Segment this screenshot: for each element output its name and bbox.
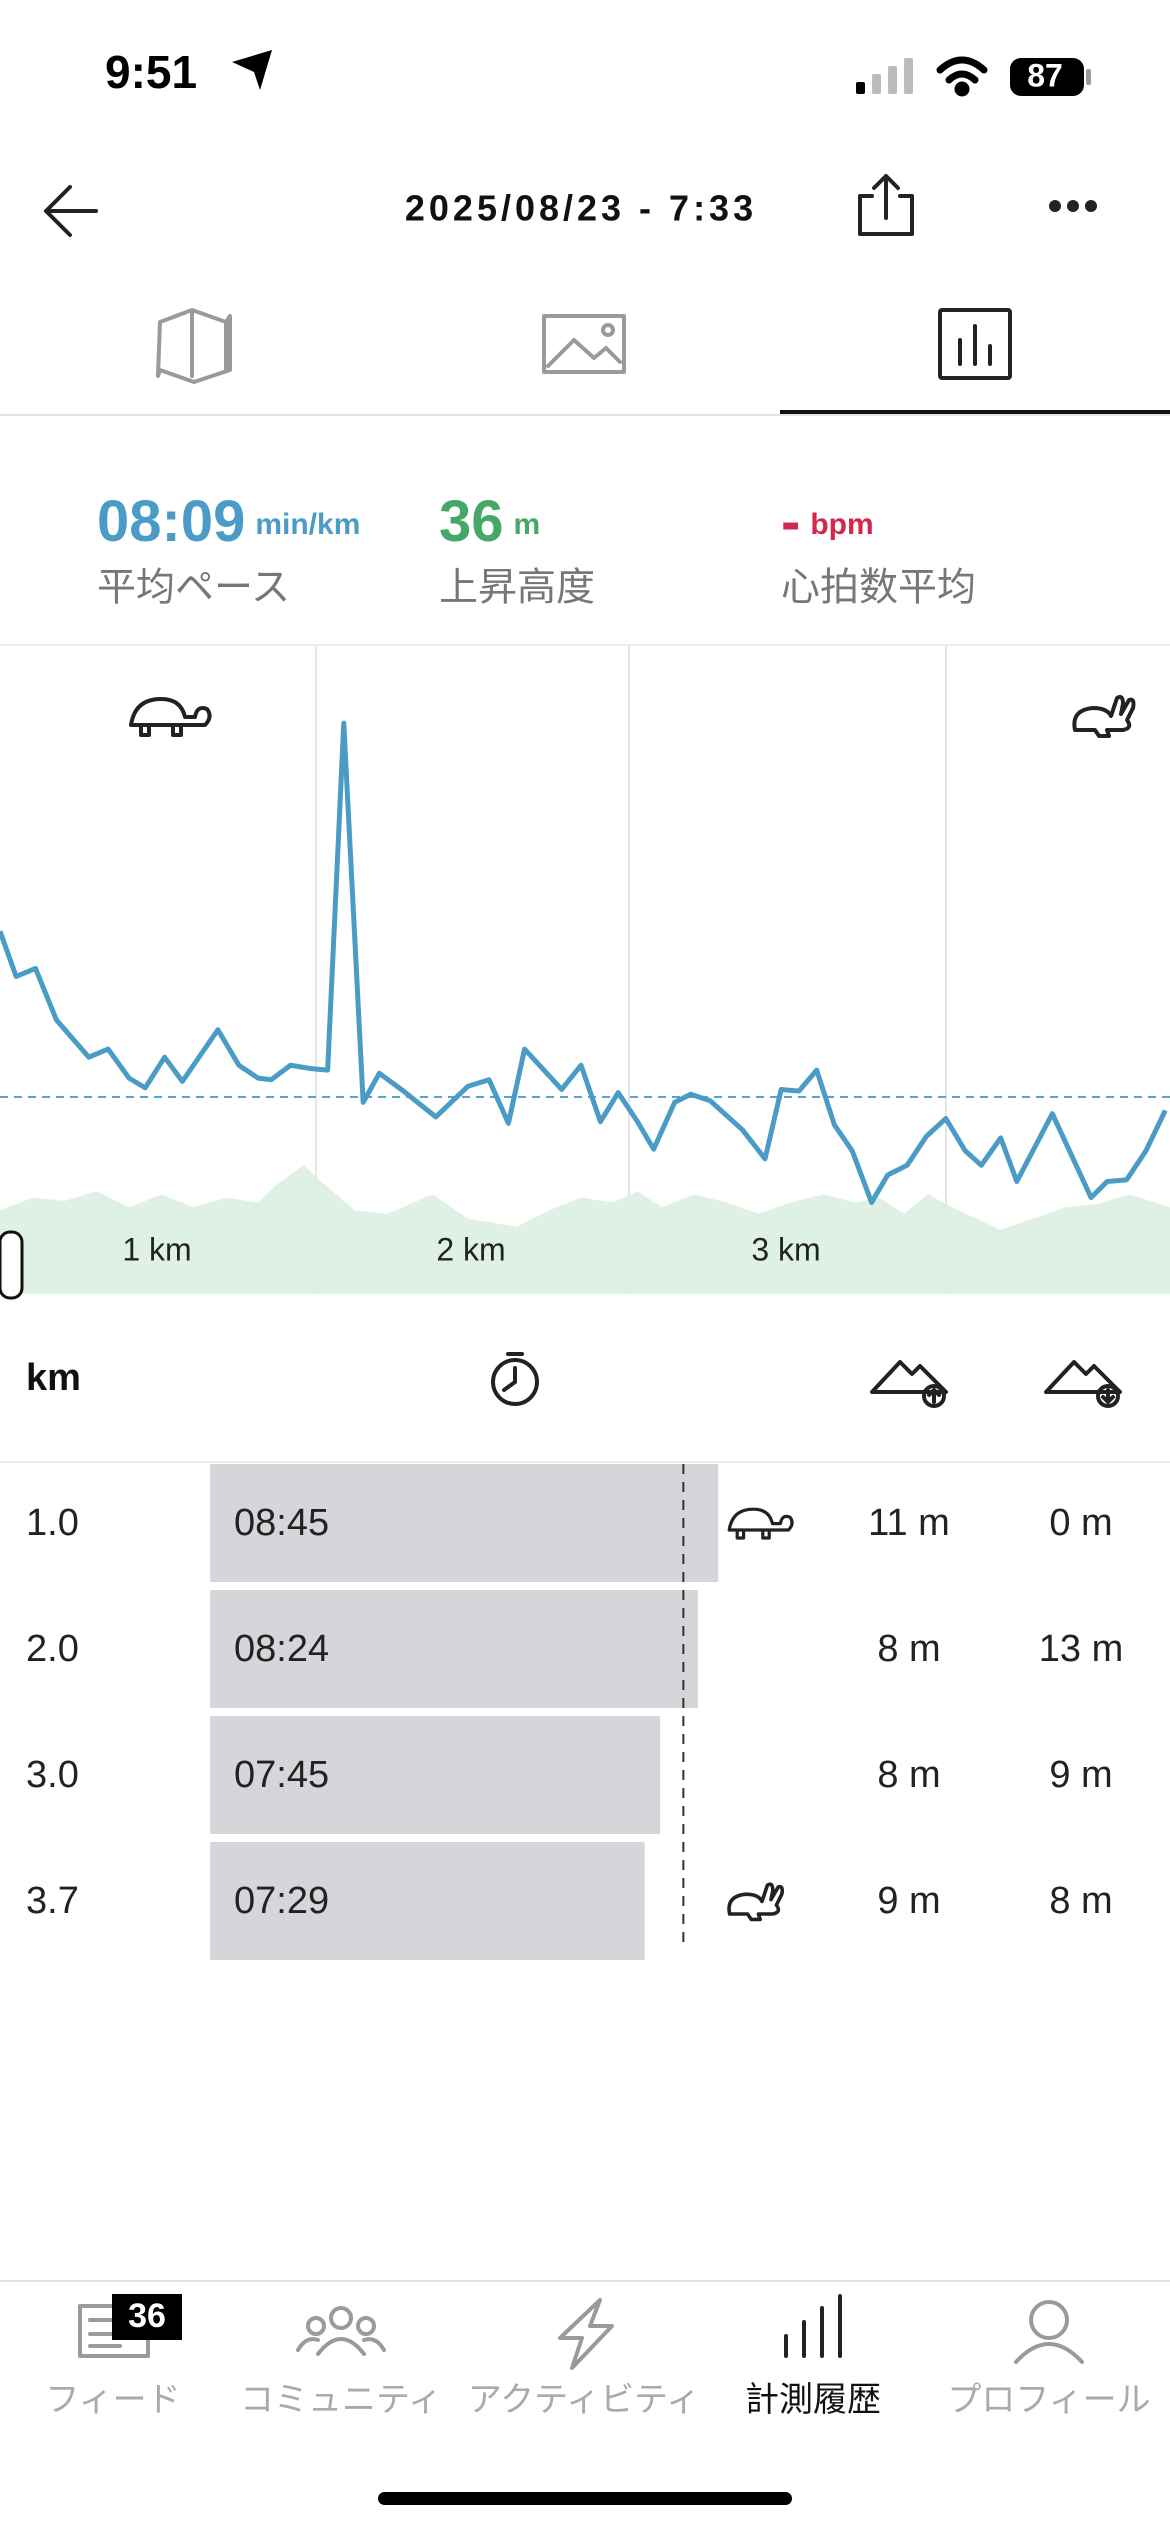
split-ascent: 8 m — [877, 1628, 940, 1670]
split-pace: 07:29 — [234, 1880, 329, 1922]
split-km: 2.0 — [26, 1628, 79, 1670]
distance-label: 2 km — [436, 1231, 505, 1267]
stats: 08:09 min/km 平均ペース 36 m 上昇高度 -bpm 心拍数平均 — [97, 489, 976, 609]
split-bar — [210, 1842, 645, 1960]
activity-icon[interactable] — [558, 2298, 614, 2370]
split-bar — [210, 1716, 661, 1834]
wifi-icon — [936, 56, 988, 97]
tab-label[interactable]: フィード — [45, 2381, 180, 2419]
split-ascent: 9 m — [877, 1880, 940, 1922]
turtle-icon — [129, 697, 212, 737]
profile-icon[interactable] — [1014, 2300, 1084, 2364]
splits-table: 1.0 08:45 11 m 0 m 2.0 08:24 8 m 13 m 3.0 07:45 8 … — [26, 1464, 1123, 1960]
split-km: 3.0 — [26, 1754, 79, 1796]
pace-chart: 1 km 2 km 3 km — [0, 646, 1170, 1294]
split-descent: 8 m — [1049, 1880, 1112, 1922]
feed-badge — [112, 2294, 182, 2340]
descent-icon — [1044, 1360, 1122, 1408]
split-km: 1.0 — [26, 1502, 79, 1544]
split-pace: 08:45 — [234, 1502, 329, 1544]
splits-km-header: km — [26, 1357, 81, 1399]
ascent-icon — [870, 1360, 948, 1408]
battery-level: 87 — [1027, 57, 1063, 93]
split-bar — [210, 1464, 719, 1582]
split-ascent: 8 m — [877, 1754, 940, 1796]
rabbit-icon — [1072, 694, 1136, 738]
stat-unit: m — [514, 508, 541, 541]
community-icon[interactable] — [296, 2306, 386, 2356]
stat-number: 36 — [439, 489, 504, 554]
back-button[interactable] — [44, 185, 98, 237]
battery-tip — [1086, 69, 1091, 85]
time-icon — [491, 1352, 539, 1406]
elevation-area — [0, 1165, 1170, 1294]
stat-value: 08:09 min/km — [97, 489, 360, 554]
pace-line — [0, 720, 1168, 1205]
split-descent: 9 m — [1049, 1754, 1112, 1796]
stat-unit: min/km — [255, 508, 360, 541]
tab-label[interactable]: 計測履歴 — [745, 2381, 881, 2419]
signal-icon — [856, 58, 913, 94]
stat-number: - — [781, 489, 800, 554]
tab-label[interactable]: アクティビティ — [468, 2381, 700, 2419]
stat-label: 心拍数平均 — [781, 566, 976, 609]
feed-badge-count: 36 — [128, 2297, 166, 2335]
split-km: 3.7 — [26, 1880, 79, 1922]
stat-label: 上昇高度 — [439, 566, 595, 609]
home-indicator — [378, 2492, 792, 2505]
split-pace: 07:45 — [234, 1754, 329, 1796]
stat-number: 08:09 — [97, 489, 245, 554]
chart-background — [0, 646, 1170, 1294]
status-time: 9:51 — [105, 46, 197, 98]
split-descent: 0 m — [1049, 1502, 1112, 1544]
stat-value: - bpm — [781, 489, 874, 554]
chart-tab[interactable] — [938, 308, 1012, 380]
location-icon — [232, 50, 272, 90]
stat-label: 平均ペース — [97, 566, 290, 609]
stat-value: 36 m — [439, 489, 540, 554]
header-title: 2025/08/23 - 7:33 — [405, 188, 757, 229]
photo-tab[interactable] — [542, 314, 626, 374]
split-pace: 08:24 — [234, 1628, 329, 1670]
turtle-icon — [727, 1507, 794, 1540]
battery — [1010, 58, 1084, 96]
rabbit-icon — [727, 1882, 785, 1922]
history-icon[interactable] — [784, 2294, 842, 2358]
map-tab[interactable] — [156, 308, 232, 384]
split-bar — [210, 1590, 698, 1708]
distance-label: 3 km — [751, 1231, 820, 1267]
split-ascent: 11 m — [868, 1502, 950, 1544]
tab-label[interactable]: コミュニティ — [240, 2381, 442, 2419]
share-button[interactable] — [858, 174, 914, 236]
split-descent: 13 m — [1039, 1628, 1123, 1670]
tab-bar: フィード コミュニティ アクティビティ 計測履歴 プロフィール — [45, 2381, 1150, 2419]
more-button[interactable] — [1049, 200, 1097, 212]
tab-label[interactable]: プロフィール — [947, 2381, 1150, 2419]
chart-handle[interactable] — [0, 1230, 24, 1300]
stat-unit: bpm — [810, 508, 873, 541]
distance-label: 1 km — [122, 1231, 191, 1267]
